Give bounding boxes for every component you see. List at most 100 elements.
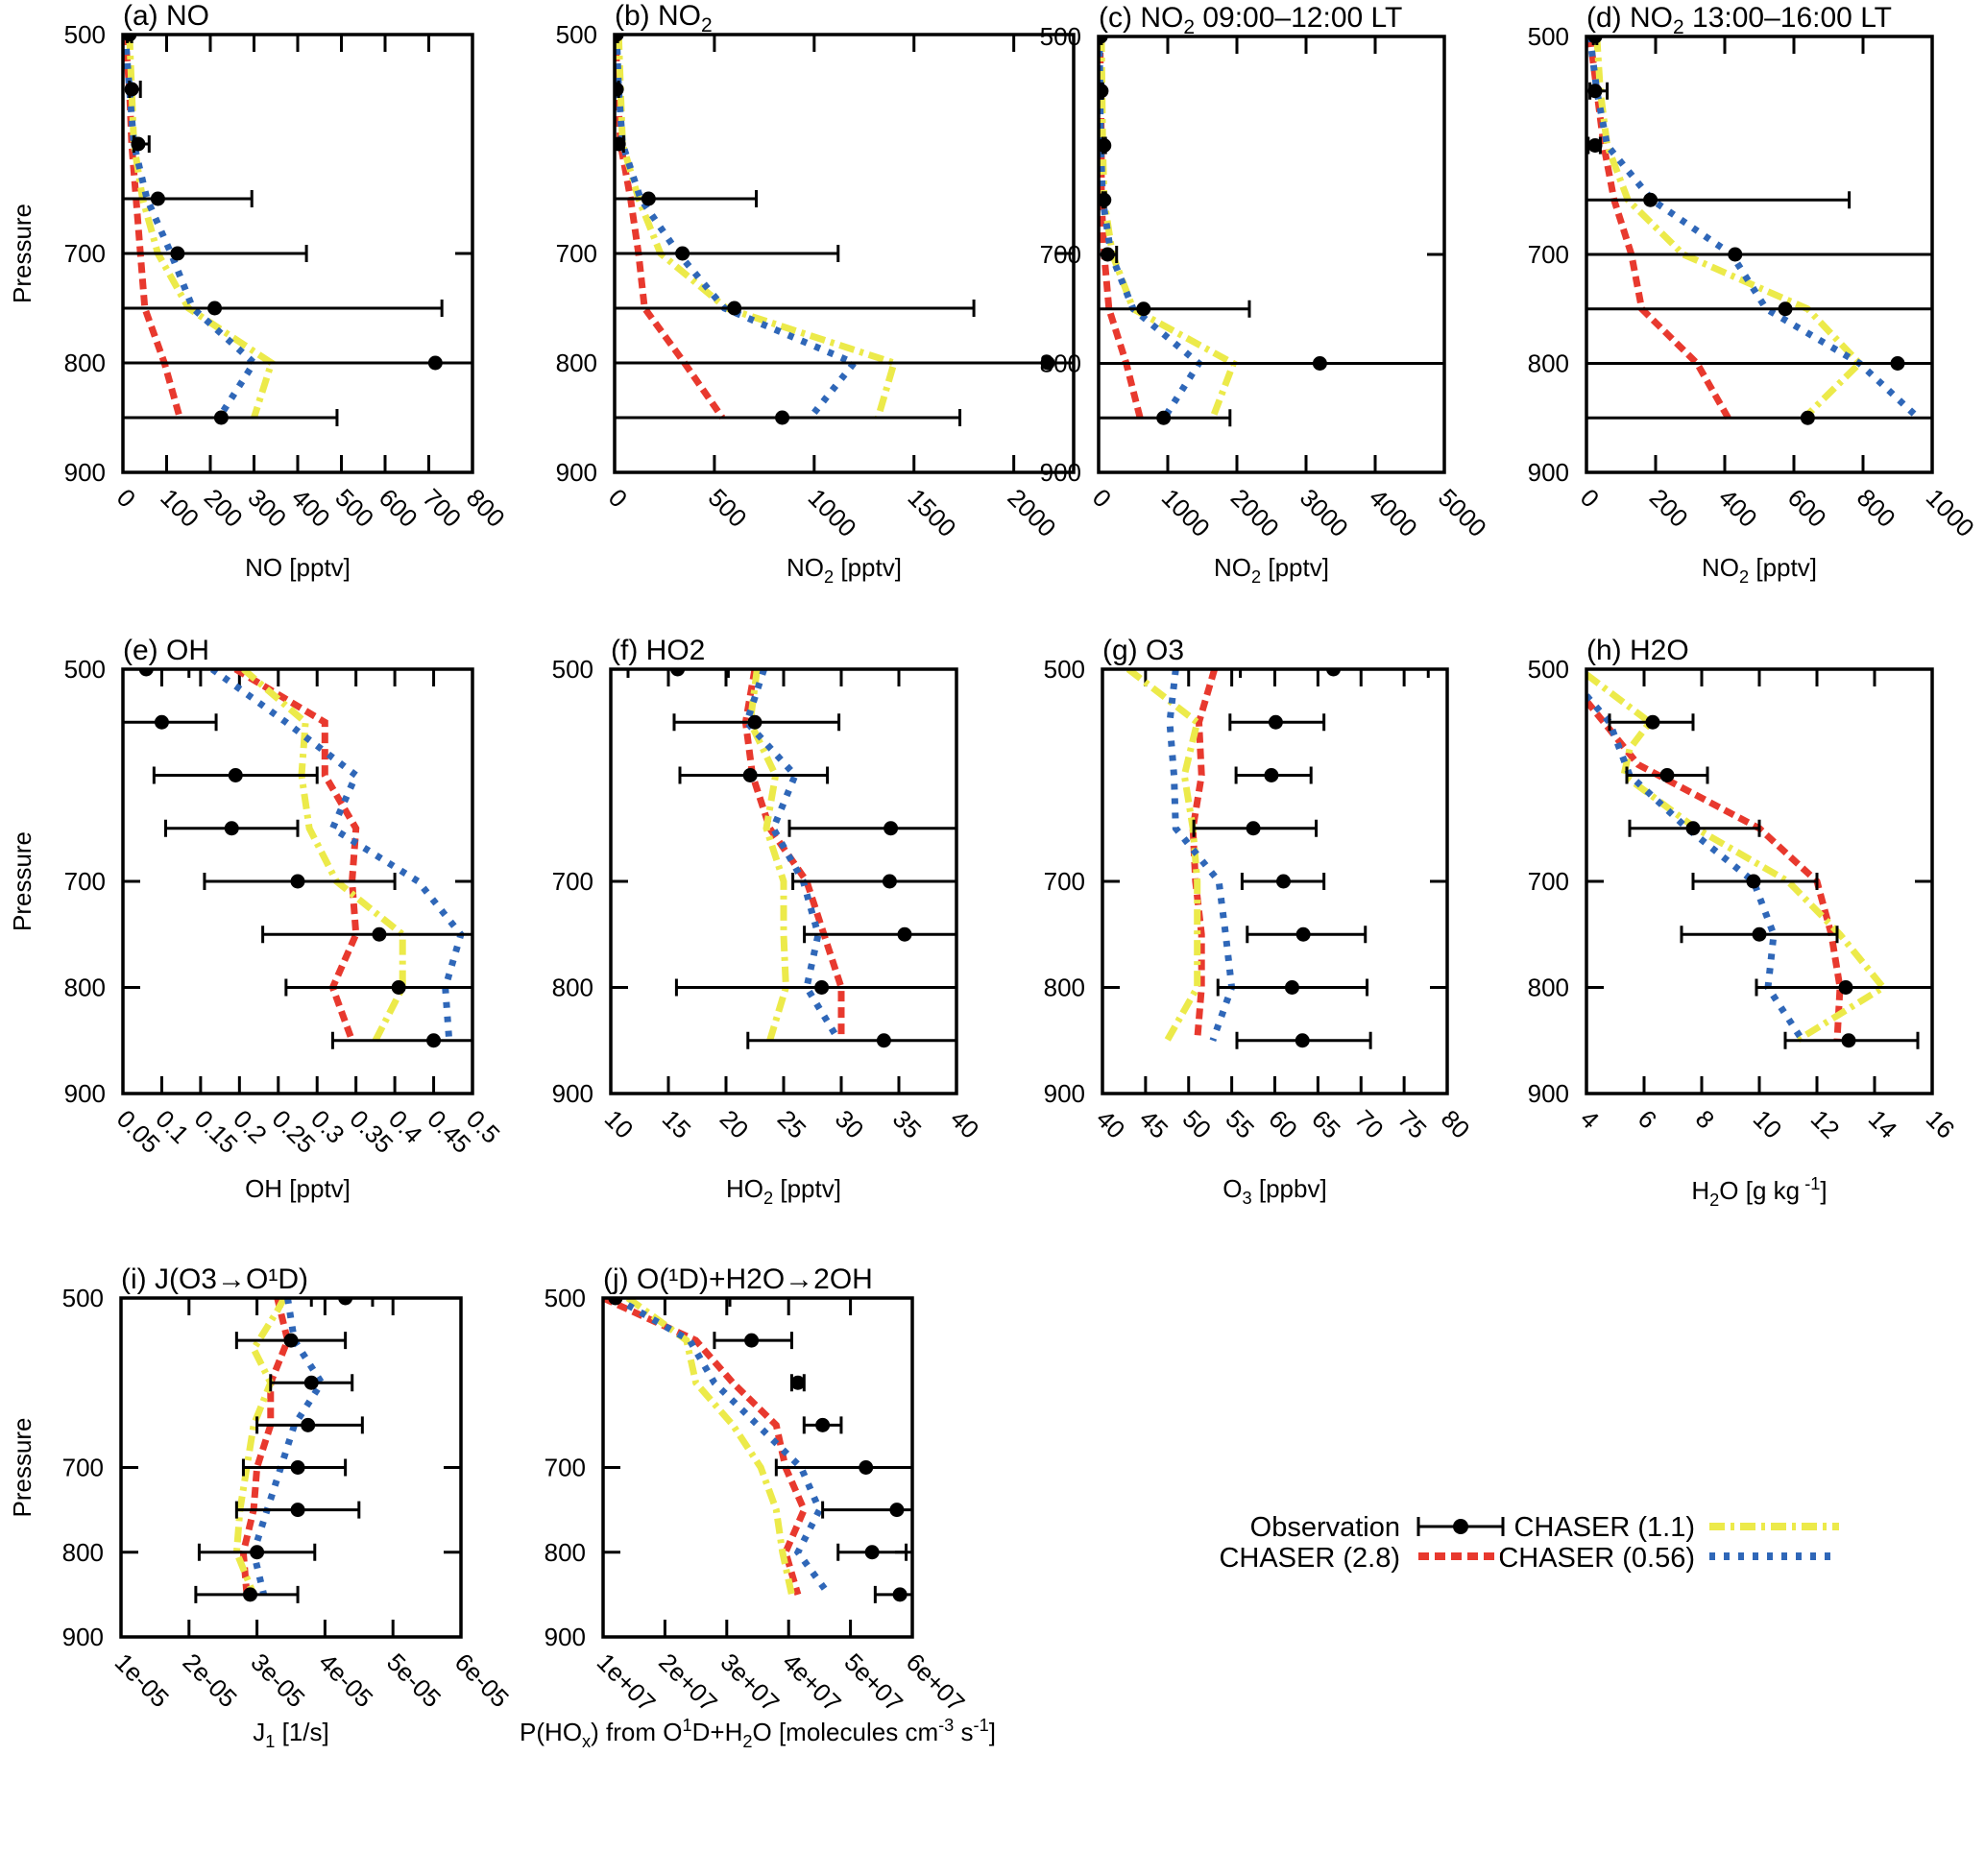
plot-area [615,35,1074,426]
observation-point [1586,246,1932,263]
chaser-0-56-line [1166,669,1236,1042]
observation-marker [675,246,690,261]
y-tick-label: 800 [552,974,593,1002]
observation-point [1099,82,1109,100]
observation-marker [243,1587,258,1602]
observation-point [284,978,472,997]
observation-point [123,300,444,317]
observation-marker [303,1375,319,1390]
x-axis-label: P(HOx) from O1D+H2O [molecules cm-3 s-1] [520,1716,996,1751]
plot-area [123,669,472,1049]
panel-e: (e) OH5007008009000.050.10.150.20.250.30… [8,635,506,1203]
x-tick-label: 10 [599,1104,640,1144]
x-tick-label: 200 [199,483,249,533]
x-tick-label: 50 [1177,1104,1218,1144]
observation-marker [747,714,763,730]
observation-point [1625,766,1709,784]
observation-point [802,1416,843,1434]
observation-marker [124,82,139,97]
panel-title: (d) NO2 13:00–16:00 LT [1586,2,1892,38]
x-tick-label: 0 [1087,483,1117,513]
chaser-0-56-line [1586,693,1805,1043]
observation-marker [1295,926,1311,942]
chaser-0-56-line [615,35,860,421]
observation-marker [1099,138,1112,153]
observation-point [1099,136,1112,155]
observation-marker [1246,821,1261,836]
chaser-2-8-line [233,669,360,1043]
observation-marker [338,1298,353,1306]
y-tick-label: 700 [1044,867,1085,896]
observation-point [821,1501,912,1519]
observation-marker [1685,821,1701,836]
observation-point [203,873,397,890]
observation-point [1099,354,1444,373]
y-tick-label: 800 [1528,349,1569,378]
x-tick-label: 600 [374,483,424,533]
x-tick-label: 10 [1748,1104,1788,1144]
chaser-0-56-line [614,1298,832,1597]
observation-point [123,409,339,426]
panel-title: (h) H2O [1586,635,1689,666]
observation-marker [1099,84,1109,99]
y-tick-label: 900 [545,1623,586,1651]
observation-point [774,1458,912,1477]
observation-marker [1284,980,1299,995]
y-tick-label: 700 [64,239,106,268]
observation-point [123,354,472,372]
panel-title: (f) HO2 [611,635,705,666]
plot-frame [1097,35,1446,474]
observation-marker [1841,1033,1856,1048]
y-tick-label: 800 [1040,349,1081,378]
plot-area [1099,36,1444,427]
observation-point [330,1031,472,1049]
y-tick-label: 700 [1528,240,1569,269]
panel-title: (a) NO [123,0,209,32]
y-tick-label: 800 [556,349,597,377]
observation-marker [1295,1033,1310,1048]
y-tick-label: 800 [1044,974,1085,1002]
plot-area [1586,671,1932,1049]
observation-marker [170,246,185,261]
y-tick-label: 700 [1528,867,1569,896]
observation-point [803,926,956,944]
observation-marker [889,1503,905,1518]
x-tick-label: 4000 [1364,483,1423,542]
x-axis-label: NO2 [pptv] [1214,553,1329,587]
x-tick-label: 800 [461,483,511,533]
observation-marker [1136,301,1151,317]
x-tick-label: 5e-05 [381,1648,447,1713]
observation-point [1099,300,1251,318]
observation-point [1586,300,1932,318]
observation-marker [1326,669,1342,677]
observation-marker [1275,874,1291,889]
chaser-1-1-line [241,669,406,1043]
x-tick-label: 100 [155,483,205,533]
observation-point [1228,713,1326,732]
y-tick-label: 900 [62,1623,104,1651]
observation-marker [615,82,624,97]
observation-marker [290,1460,305,1475]
legend-swatch-observation [1416,1517,1505,1536]
panel-title: (j) O(¹D)+H2O→2OH [603,1263,873,1295]
y-tick-label: 800 [545,1538,586,1567]
x-tick-label: 2e+07 [653,1648,723,1718]
observation-marker [882,874,897,889]
observation-marker [224,821,239,836]
observation-point [1192,819,1319,837]
observation-marker [892,1587,908,1602]
y-tick-label: 700 [556,239,597,268]
legend-label-chaser-1-1: CHASER (1.1) [1513,1512,1695,1543]
legend-label-chaser-0-56: CHASER (0.56) [1498,1543,1695,1574]
observation-marker [150,191,165,206]
x-tick-label: 1e-05 [109,1648,175,1713]
observation-marker [775,410,790,425]
y-tick-label: 700 [552,867,593,896]
x-tick-label: 5000 [1433,483,1492,542]
observation-point [131,135,151,153]
chaser-0-56-line [1099,36,1204,421]
observation-marker [213,410,229,425]
x-tick-label: 35 [887,1104,928,1144]
y-tick-label: 500 [545,1284,586,1312]
